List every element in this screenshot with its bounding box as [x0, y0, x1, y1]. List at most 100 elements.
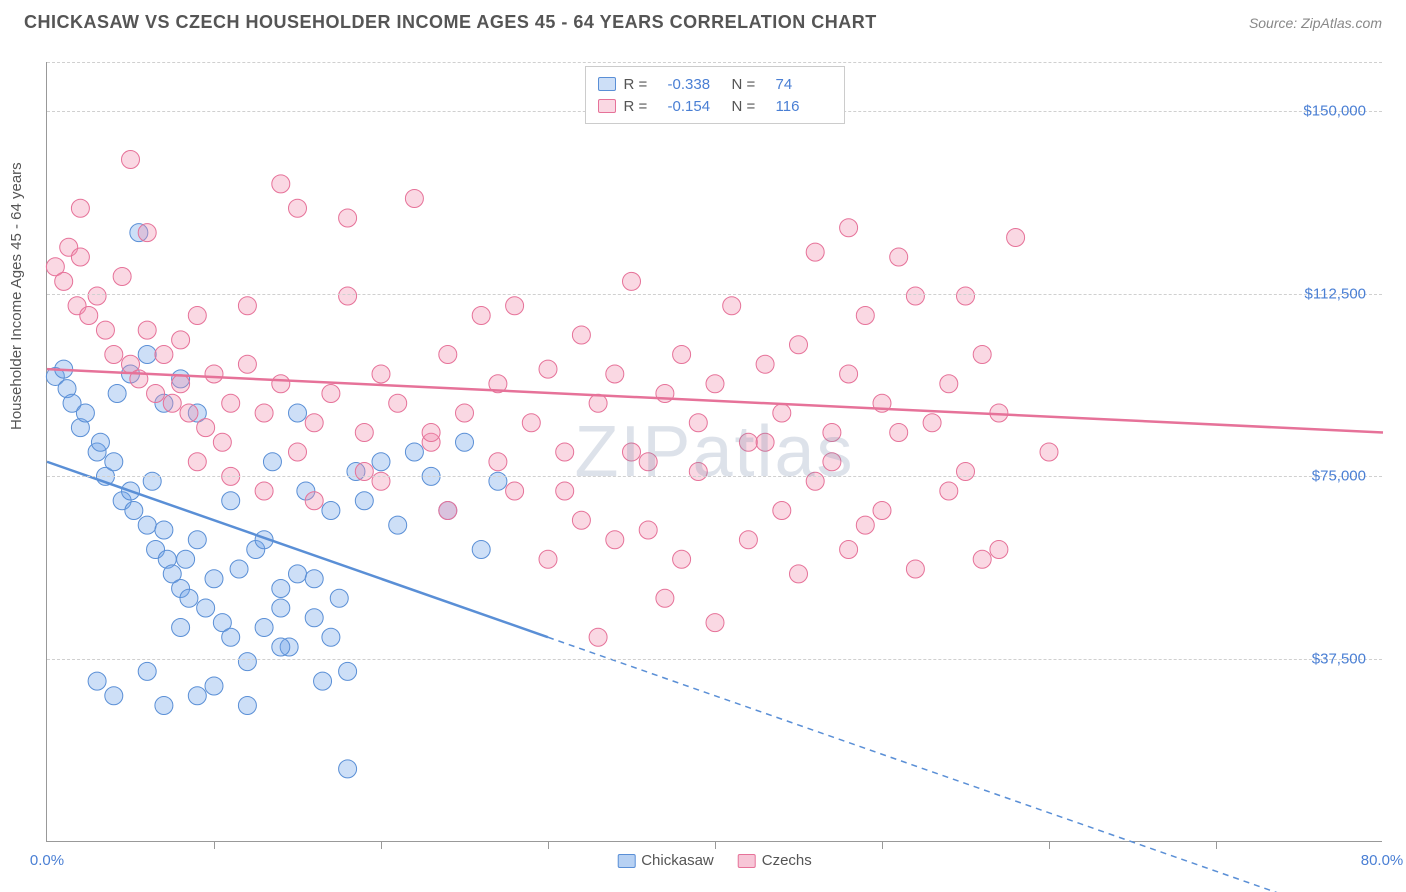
scatter-point-czechs	[180, 404, 198, 422]
scatter-point-chickasaw	[330, 589, 348, 607]
scatter-point-chickasaw	[238, 697, 256, 715]
scatter-point-czechs	[372, 365, 390, 383]
scatter-point-czechs	[238, 297, 256, 315]
legend-label: Czechs	[762, 852, 812, 869]
scatter-point-czechs	[147, 385, 165, 403]
scatter-point-chickasaw	[339, 662, 357, 680]
legend-n-label: N =	[732, 76, 768, 93]
scatter-point-czechs	[756, 355, 774, 373]
scatter-point-czechs	[723, 297, 741, 315]
scatter-point-czechs	[405, 190, 423, 208]
scatter-point-chickasaw	[222, 628, 240, 646]
scatter-point-czechs	[572, 326, 590, 344]
scatter-point-chickasaw	[263, 453, 281, 471]
scatter-point-czechs	[55, 272, 73, 290]
scatter-point-czechs	[80, 307, 98, 325]
scatter-point-czechs	[71, 199, 89, 217]
x-axis-max-label: 80.0%	[1361, 852, 1404, 869]
scatter-point-czechs	[773, 502, 791, 520]
scatter-point-chickasaw	[272, 580, 290, 598]
scatter-point-czechs	[289, 199, 307, 217]
scatter-point-czechs	[606, 365, 624, 383]
ytick-label: $112,500	[1305, 285, 1366, 302]
scatter-point-czechs	[639, 521, 657, 539]
scatter-point-chickasaw	[222, 492, 240, 510]
scatter-point-czechs	[673, 346, 691, 364]
x-axis-min-label: 0.0%	[30, 852, 64, 869]
scatter-point-czechs	[1007, 229, 1025, 247]
scatter-point-czechs	[172, 331, 190, 349]
scatter-point-czechs	[539, 550, 557, 568]
legend-r-label: R =	[624, 76, 660, 93]
scatter-point-chickasaw	[372, 453, 390, 471]
scatter-point-czechs	[213, 433, 231, 451]
scatter-point-czechs	[205, 365, 223, 383]
xtick	[715, 841, 716, 849]
scatter-point-czechs	[739, 531, 757, 549]
scatter-point-czechs	[105, 346, 123, 364]
scatter-point-czechs	[556, 482, 574, 500]
scatter-point-czechs	[163, 394, 181, 412]
scatter-point-chickasaw	[289, 404, 307, 422]
scatter-point-czechs	[255, 404, 273, 422]
xtick	[548, 841, 549, 849]
scatter-point-czechs	[823, 453, 841, 471]
scatter-point-czechs	[372, 472, 390, 490]
scatter-point-czechs	[138, 224, 156, 242]
scatter-point-czechs	[572, 511, 590, 529]
legend-item: Czechs	[738, 852, 812, 869]
chart-title: CHICKASAW VS CZECH HOUSEHOLDER INCOME AG…	[24, 12, 877, 33]
scatter-point-czechs	[289, 443, 307, 461]
scatter-point-chickasaw	[143, 472, 161, 490]
scatter-point-czechs	[113, 268, 131, 286]
scatter-point-czechs	[122, 151, 140, 169]
scatter-point-czechs	[172, 375, 190, 393]
scatter-point-czechs	[589, 628, 607, 646]
scatter-point-chickasaw	[177, 550, 195, 568]
scatter-point-czechs	[238, 355, 256, 373]
scatter-point-czechs	[973, 346, 991, 364]
scatter-point-chickasaw	[180, 589, 198, 607]
swatch-chickasaw	[598, 77, 616, 91]
scatter-point-czechs	[873, 502, 891, 520]
scatter-point-czechs	[639, 453, 657, 471]
scatter-point-chickasaw	[188, 687, 206, 705]
scatter-point-czechs	[439, 502, 457, 520]
xtick	[1216, 841, 1217, 849]
scatter-point-czechs	[272, 175, 290, 193]
xtick	[1049, 841, 1050, 849]
scatter-point-chickasaw	[197, 599, 215, 617]
scatter-point-czechs	[88, 287, 106, 305]
scatter-point-czechs	[856, 307, 874, 325]
scatter-point-chickasaw	[108, 385, 126, 403]
legend-r-czechs: -0.154	[668, 98, 724, 115]
scatter-svg	[47, 62, 1382, 841]
scatter-point-chickasaw	[405, 443, 423, 461]
source-credit: Source: ZipAtlas.com	[1249, 15, 1382, 31]
scatter-point-czechs	[890, 424, 908, 442]
scatter-point-chickasaw	[255, 619, 273, 637]
scatter-point-chickasaw	[272, 638, 290, 656]
scatter-point-czechs	[840, 541, 858, 559]
scatter-point-czechs	[923, 414, 941, 432]
legend-n-label: N =	[732, 98, 768, 115]
gridline-h	[47, 62, 1382, 63]
scatter-point-czechs	[339, 287, 357, 305]
scatter-point-czechs	[422, 424, 440, 442]
scatter-point-czechs	[456, 404, 474, 422]
scatter-point-czechs	[155, 346, 173, 364]
xtick	[882, 841, 883, 849]
scatter-point-czechs	[96, 321, 114, 339]
scatter-point-chickasaw	[138, 516, 156, 534]
scatter-point-chickasaw	[91, 433, 109, 451]
scatter-point-chickasaw	[188, 531, 206, 549]
scatter-point-czechs	[222, 394, 240, 412]
scatter-point-czechs	[439, 346, 457, 364]
scatter-point-czechs	[355, 463, 373, 481]
scatter-point-czechs	[840, 219, 858, 237]
ytick-label: $150,000	[1303, 102, 1366, 119]
legend-n-chickasaw: 74	[776, 76, 832, 93]
gridline-h	[47, 476, 1382, 477]
scatter-point-czechs	[489, 453, 507, 471]
legend-r-label: R =	[624, 98, 660, 115]
